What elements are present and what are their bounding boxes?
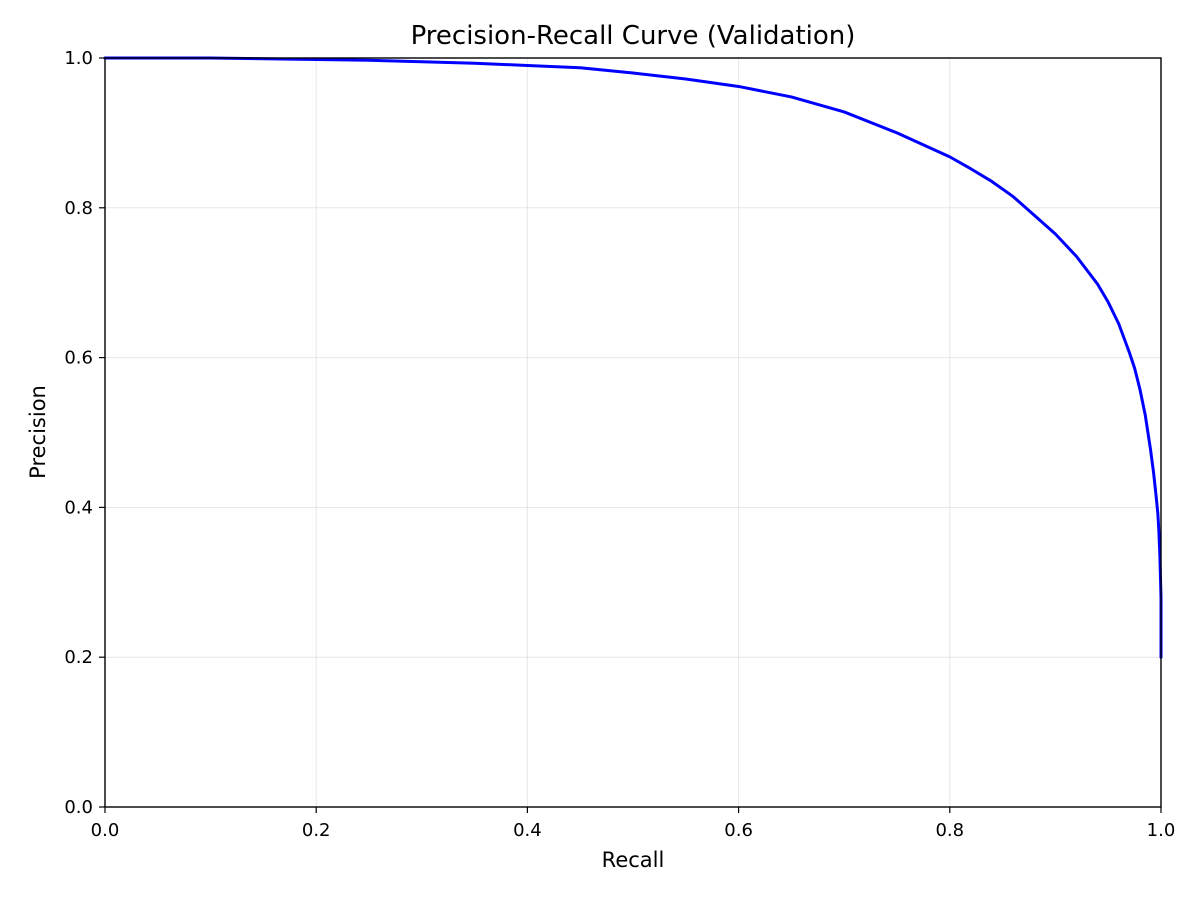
y-axis-label: Precision bbox=[26, 385, 50, 479]
y-tick-label: 0.2 bbox=[64, 647, 93, 668]
chart-title: Precision-Recall Curve (Validation) bbox=[411, 21, 856, 51]
y-tick-label: 0.8 bbox=[64, 198, 93, 219]
x-tick-label: 1.0 bbox=[1147, 820, 1176, 841]
y-axis-ticks: 0.0 0.2 0.4 0.6 0.8 1.0 bbox=[64, 48, 105, 818]
pr-curve-line bbox=[103, 56, 1163, 659]
x-tick-label: 0.6 bbox=[724, 820, 753, 841]
series-layer bbox=[103, 56, 1163, 659]
y-tick-label: 1.0 bbox=[64, 48, 93, 69]
x-axis-label: Recall bbox=[602, 848, 665, 872]
x-axis-ticks: 0.0 0.2 0.4 0.6 0.8 1.0 bbox=[91, 807, 1176, 841]
x-tick-label: 0.4 bbox=[513, 820, 542, 841]
x-tick-label: 0.0 bbox=[91, 820, 120, 841]
y-tick-label: 0.6 bbox=[64, 348, 93, 369]
y-tick-label: 0.4 bbox=[64, 497, 93, 518]
plot-frame bbox=[104, 57, 1162, 808]
y-tick-label: 0.0 bbox=[64, 797, 93, 818]
x-tick-label: 0.8 bbox=[935, 820, 964, 841]
x-tick-label: 0.2 bbox=[302, 820, 331, 841]
